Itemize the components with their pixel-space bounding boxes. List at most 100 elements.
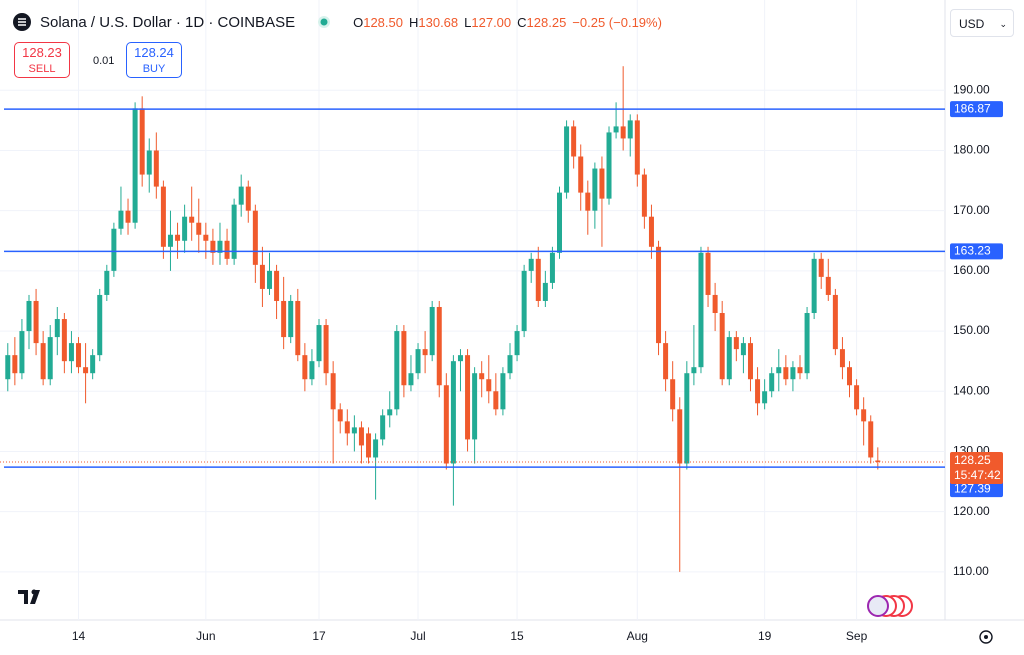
candle-body [394,331,400,410]
candle-body [839,349,845,368]
caret: ⌄ [999,19,1007,29]
candle-body [175,234,181,241]
candle-body [160,186,166,247]
candle-body [747,343,753,380]
candle-body [457,355,463,362]
y-tick-label: 190.00 [953,82,990,96]
y-tick-label: 170.00 [953,203,990,217]
candle-body [366,433,372,458]
flag-icons [867,595,913,617]
tv-logo [18,589,40,604]
candle-body [450,361,456,464]
ohlc-item: C128.25 [517,15,566,30]
candle-body [868,421,874,458]
candle-body [733,337,739,350]
y-tick-label: 140.00 [953,383,990,397]
candle-body [203,234,209,241]
candle-body [465,355,471,440]
ohlc-value: 128.50 [363,14,403,30]
y-tick-label: 110.00 [953,564,989,578]
settings-icon[interactable] [979,630,993,644]
candle-body [528,258,534,271]
x-tick-label: 17 [312,629,326,643]
status-dot [318,16,331,28]
candle-body [90,355,96,374]
candle-body [549,252,555,283]
candle-body [61,319,67,362]
x-tick-label: Sep [846,629,868,643]
y-tick-label: 120.00 [953,504,990,518]
candle-body [486,379,492,392]
candle-body [472,373,478,440]
buy-label: BUY [142,63,166,75]
candle-body [54,319,60,338]
candle-body [479,373,485,380]
candle-body [507,355,513,374]
candle-body [818,258,824,277]
candle-body [252,210,258,265]
candle-body [542,282,548,301]
symbol-title[interactable]: Solana / U.S. Dollar · 1D · COINBASE [40,13,296,31]
candle-body [620,126,626,139]
candle-body [755,379,761,404]
candle-body [196,222,202,235]
candle-body [684,373,690,464]
ohlc-item: H130.68 [409,15,458,30]
candle-body [408,373,414,386]
candle-body [68,343,74,362]
candle-body [811,258,817,314]
currency-select[interactable]: USD ⌄ [950,9,1014,37]
x-tick-label: Jun [196,629,215,643]
candle-body [373,439,379,458]
candle-body [189,216,195,223]
candle-body [266,270,272,289]
candle-body [762,391,768,404]
legend: Solana / U.S. Dollar · 1D · COINBASE O12… [12,12,662,32]
candle-body [740,343,746,356]
price-line-label: 163.23 [954,244,991,258]
x-tick-label: 14 [72,629,86,643]
x-tick-label: Jul [410,629,425,643]
price-line-label-bg [950,101,1003,118]
candle-body [344,421,350,434]
current-price-label: 128.25 [954,453,991,467]
candle-body [5,355,11,380]
candle-body [429,306,435,356]
candle-body [500,373,506,410]
candle-body [783,367,789,380]
candle-body [33,300,39,344]
currency: USD [959,17,985,31]
candle-body [847,367,853,386]
candle-body [281,300,287,338]
candle-body [245,186,251,211]
sell-button[interactable]: 128.23 SELL [14,42,70,78]
candle-body [641,174,647,217]
candle-body [825,276,831,295]
buy-button[interactable]: 128.24 BUY [126,42,182,78]
candle-body [167,234,173,247]
candle-body [648,216,654,247]
candle-body [309,361,315,380]
ohlc-key: H [408,14,419,30]
candle-body [47,337,53,380]
candle-body [330,373,336,410]
candle-body [613,126,619,133]
candle-body [288,300,294,338]
sell-label: SELL [28,63,56,75]
price-line-label: 186.87 [954,101,991,115]
candle-body [12,355,18,374]
candle-body [790,367,796,380]
candle-body [76,343,82,368]
candle-body [210,240,216,253]
candle-body [26,300,32,332]
candle-body [557,192,563,253]
candle-body [719,313,725,380]
candle-body [804,313,810,374]
countdown: 15:47:42 [954,468,1001,482]
candle-body [677,409,683,464]
candle-body [769,373,775,392]
spread: 0.01 [93,55,115,67]
candle-body [698,252,704,368]
candle-body [663,343,669,380]
